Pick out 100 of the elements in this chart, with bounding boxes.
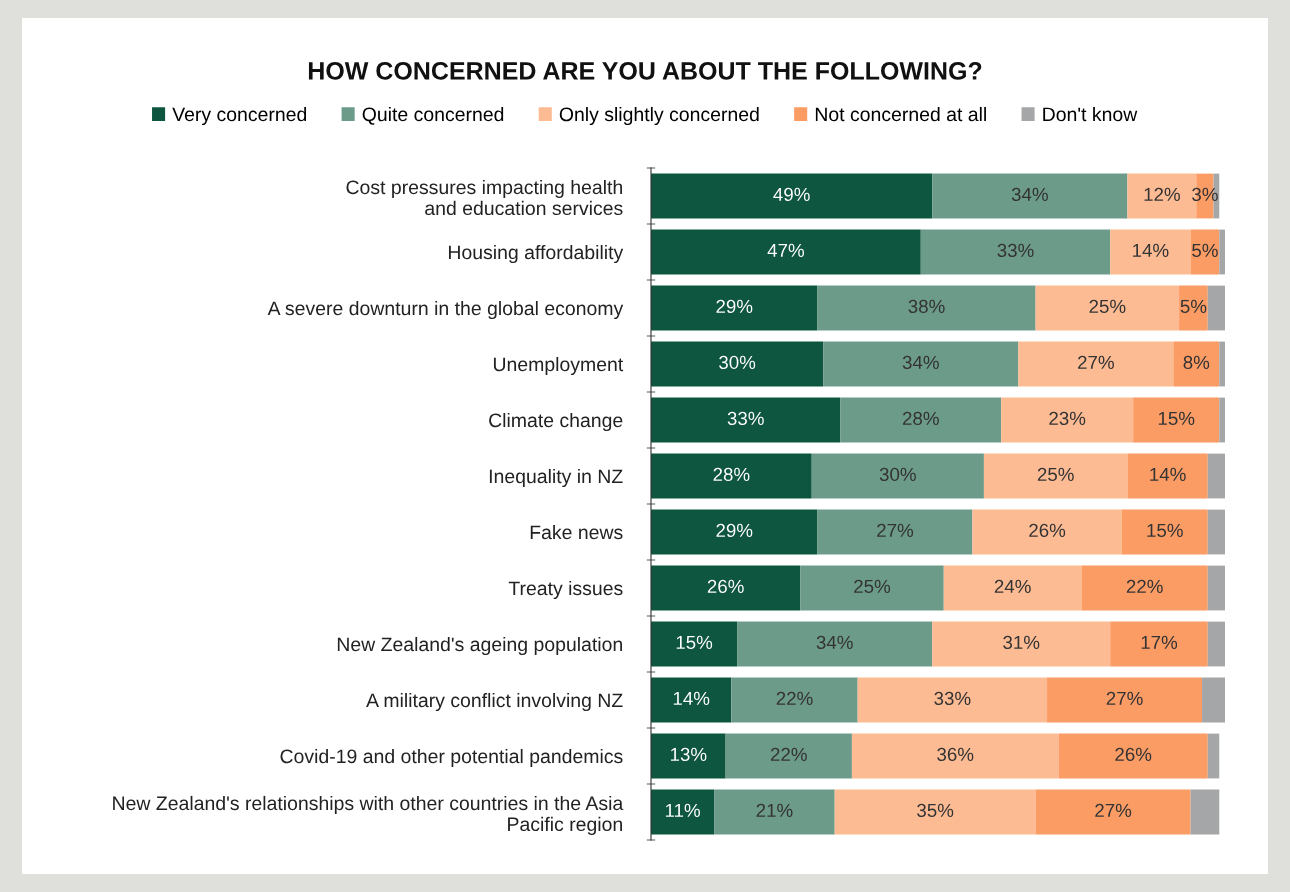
y-tick-label: Unemployment <box>493 356 624 376</box>
bar <box>1035 789 1191 835</box>
bar <box>651 341 824 387</box>
bar <box>1207 565 1225 611</box>
data-label: 26% <box>1115 747 1152 762</box>
y-tick-label: Treaty issues <box>508 580 623 600</box>
data-label: 28% <box>902 411 939 426</box>
y-tick-label: Climate change <box>489 412 623 432</box>
bar <box>817 509 973 555</box>
bar <box>1219 397 1225 443</box>
data-label: 26% <box>707 579 744 594</box>
data-label: 22% <box>776 691 813 705</box>
data-label: 17% <box>1141 635 1178 649</box>
bar <box>823 341 1019 387</box>
data-label: 34% <box>902 355 939 370</box>
y-tick-label: A military conflict involving NZ <box>366 692 623 712</box>
bar <box>1133 397 1220 443</box>
data-label: 35% <box>917 803 954 818</box>
bar <box>1047 677 1203 723</box>
data-label: 33% <box>934 691 971 706</box>
y-tick-label: New Zealand's relationships with other countries in the Asia Pacific region <box>113 795 624 835</box>
data-label: 5% <box>1192 243 1218 258</box>
bar <box>1035 285 1180 331</box>
y-tick-label: Inequality in NZ <box>489 468 623 488</box>
data-label: 8% <box>1183 355 1210 370</box>
legend-label: Not concerned at all <box>815 106 986 122</box>
bar <box>651 285 818 331</box>
data-label: 23% <box>1049 411 1086 426</box>
data-label: 11% <box>665 803 700 817</box>
data-label: 30% <box>719 355 756 370</box>
bar <box>1207 453 1225 499</box>
bar <box>1173 341 1220 387</box>
data-label: 31% <box>1003 635 1040 650</box>
data-label: 29% <box>716 299 753 314</box>
bar <box>1001 397 1134 443</box>
data-label: 38% <box>908 299 945 314</box>
bar <box>651 733 726 779</box>
data-label: 33% <box>997 243 1034 258</box>
bar <box>1121 509 1208 555</box>
bar <box>840 397 1002 443</box>
bar <box>651 509 818 555</box>
bar <box>1110 621 1208 667</box>
data-label: 25% <box>1089 299 1126 314</box>
bar <box>932 173 1128 219</box>
bar <box>651 677 732 723</box>
data-label: 15% <box>1147 523 1183 538</box>
bar <box>943 565 1082 611</box>
bar <box>651 789 715 835</box>
bar <box>1219 341 1225 387</box>
bar <box>932 621 1111 667</box>
bar <box>725 733 852 779</box>
data-label: 34% <box>1011 187 1048 202</box>
bar <box>811 453 984 499</box>
data-label: 14% <box>1150 467 1186 481</box>
data-label: 22% <box>770 747 807 761</box>
data-label: 36% <box>937 747 974 762</box>
legend-label: Very concerned <box>172 106 307 126</box>
y-tick-label: New Zealand's ageing population <box>337 636 622 656</box>
bar <box>920 229 1111 275</box>
data-label: 25% <box>854 579 891 594</box>
data-label: 24% <box>994 579 1031 593</box>
y-tick-label: Cost pressures impacting health and education services <box>346 179 623 216</box>
data-label: 33% <box>727 411 764 426</box>
y-tick-label: Housing affordability <box>448 244 624 264</box>
data-label: 30% <box>879 467 916 482</box>
data-label: 27% <box>877 523 914 537</box>
y-tick-label: Covid-19 and other potential pandemics <box>280 748 623 768</box>
bar <box>1207 733 1220 779</box>
bar <box>1190 789 1220 835</box>
bar <box>651 453 812 499</box>
data-label: 5% <box>1180 299 1207 314</box>
bar <box>651 565 801 611</box>
data-label: 49% <box>773 187 810 202</box>
data-label: 27% <box>1078 355 1114 369</box>
bar <box>1179 285 1208 331</box>
bar <box>1110 229 1191 275</box>
bar <box>1207 621 1225 667</box>
bar <box>1081 565 1208 611</box>
legend-label: Quite concerned <box>362 106 504 125</box>
bar <box>651 397 841 443</box>
bar <box>731 677 858 723</box>
bar <box>737 621 933 667</box>
bar <box>714 789 835 835</box>
data-label: 34% <box>816 635 853 650</box>
bar <box>1058 733 1208 779</box>
legend-label: Only slightly concerned <box>559 106 759 126</box>
bar <box>1219 229 1225 275</box>
y-tick-label: Fake news <box>530 524 623 540</box>
data-label: 12% <box>1144 187 1180 201</box>
bar <box>651 173 933 219</box>
bar <box>1018 341 1174 387</box>
bar <box>851 733 1059 779</box>
data-label: 47% <box>767 243 804 257</box>
data-label: 27% <box>1095 803 1132 817</box>
bar <box>651 621 738 667</box>
bar <box>817 285 1036 331</box>
bar <box>1202 677 1225 723</box>
y-tick-label: A severe downturn in the global economy <box>267 300 624 320</box>
data-label: 21% <box>756 803 793 817</box>
data-label: 3% <box>1192 187 1218 202</box>
